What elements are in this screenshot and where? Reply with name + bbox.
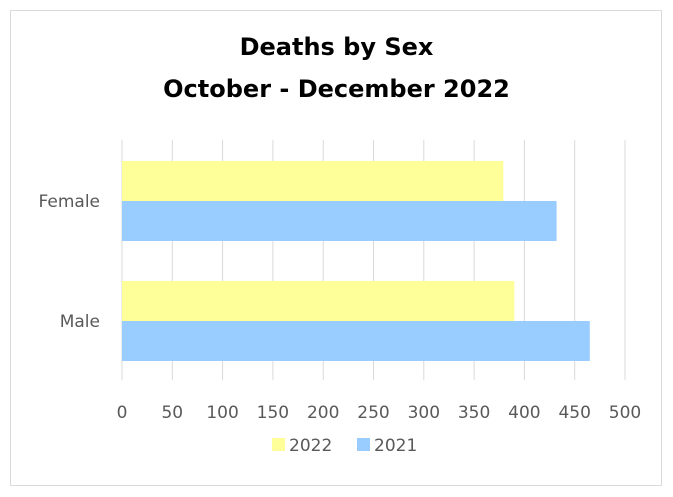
bar-2021-female xyxy=(122,201,557,241)
chart-frame xyxy=(10,10,662,486)
x-tick-label: 500 xyxy=(609,403,641,423)
legend-swatch xyxy=(357,438,370,451)
x-tick-label: 100 xyxy=(206,403,238,423)
legend-label: 2022 xyxy=(289,436,332,456)
category-label: Female xyxy=(39,192,100,212)
bars xyxy=(122,161,590,361)
legend: 2022 2021 xyxy=(272,436,417,456)
x-tick-label: 150 xyxy=(257,403,289,423)
x-tick-label: 450 xyxy=(558,403,590,423)
x-tick-label: 0 xyxy=(117,403,128,423)
chart-title-line-1: Deaths by Sex xyxy=(239,33,434,61)
category-labels: Female Male xyxy=(39,192,100,332)
x-tick-label: 350 xyxy=(458,403,490,423)
bar-2022-female xyxy=(122,161,504,201)
category-label: Male xyxy=(60,312,100,332)
bar-2022-male xyxy=(122,281,515,321)
legend-label: 2021 xyxy=(374,436,417,456)
legend-swatch xyxy=(272,438,285,451)
x-tick-label: 50 xyxy=(161,403,183,423)
x-tick-label: 200 xyxy=(307,403,339,423)
chart-title-line-2: October - December 2022 xyxy=(163,75,510,103)
bar-2021-male xyxy=(122,321,590,361)
x-tick-label: 250 xyxy=(357,403,389,423)
x-tick-label: 300 xyxy=(408,403,440,423)
x-tick-labels: 0 50 100 150 200 250 300 350 400 450 500 xyxy=(117,403,642,423)
x-tick-label: 400 xyxy=(508,403,540,423)
